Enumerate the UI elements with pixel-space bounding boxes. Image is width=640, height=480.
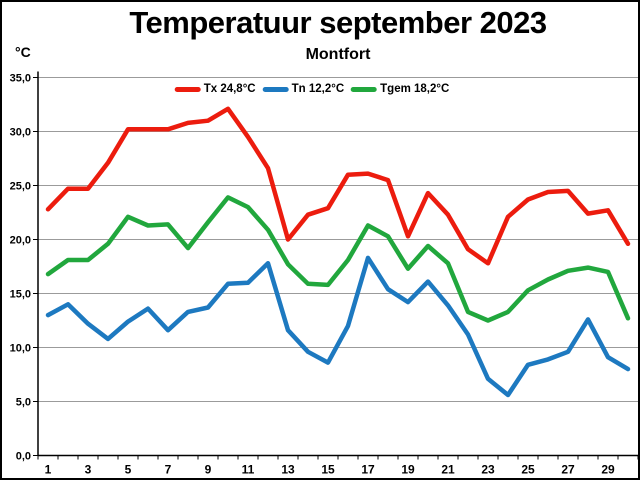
x-tick-label: 25 — [521, 463, 535, 477]
y-tick-label: 0,0 — [16, 451, 31, 463]
x-tick-label: 27 — [561, 463, 575, 477]
legend-label: Tx 24,8°C — [203, 83, 256, 95]
x-tick-label: 11 — [242, 463, 255, 477]
y-tick-label: 35,0 — [10, 73, 31, 85]
legend-item: Tgem 18,2°C — [351, 83, 449, 95]
y-axis-unit-label: °C — [15, 44, 31, 60]
tgem-legend-swatch — [351, 86, 378, 92]
x-tick-label: 7 — [165, 463, 172, 477]
legend: Tx 24,8°C Tn 12,2°C Tgem 18,2°C — [174, 83, 449, 95]
tn-legend-swatch — [262, 86, 289, 92]
legend-label: Tn 12,2°C — [291, 83, 345, 95]
y-tick-label: 25,0 — [10, 181, 31, 193]
chart-title: Temperatuur september 2023 — [129, 5, 547, 40]
tgem-line — [45, 195, 631, 323]
x-tick-label: 23 — [481, 463, 495, 477]
legend-item: Tx 24,8°C — [174, 83, 256, 95]
legend-item: Tn 12,2°C — [262, 83, 345, 95]
x-tick-label: 15 — [321, 463, 335, 477]
y-tick-label: 15,0 — [10, 289, 31, 301]
x-tick-label: 13 — [281, 463, 295, 477]
x-tick-label: 5 — [125, 463, 132, 477]
x-tick-label: 17 — [361, 463, 375, 477]
x-tick-label: 21 — [441, 463, 455, 477]
y-tick-label: 20,0 — [10, 235, 31, 247]
x-tick-label: 29 — [601, 463, 615, 477]
x-tick-label: 19 — [401, 463, 415, 477]
x-tick-label: 9 — [205, 463, 212, 477]
tn-line — [45, 255, 631, 398]
legend-label: Tgem 18,2°C — [380, 83, 450, 95]
x-tick-label: 3 — [85, 463, 92, 477]
chart-subtitle: Montfort — [305, 46, 371, 63]
y-tick-label: 5,0 — [16, 397, 31, 409]
x-tick-label: 1 — [45, 463, 52, 477]
y-tick-label: 30,0 — [10, 127, 31, 139]
tx-legend-swatch — [174, 86, 201, 92]
y-tick-label: 10,0 — [10, 343, 31, 355]
tx-line — [45, 106, 631, 266]
